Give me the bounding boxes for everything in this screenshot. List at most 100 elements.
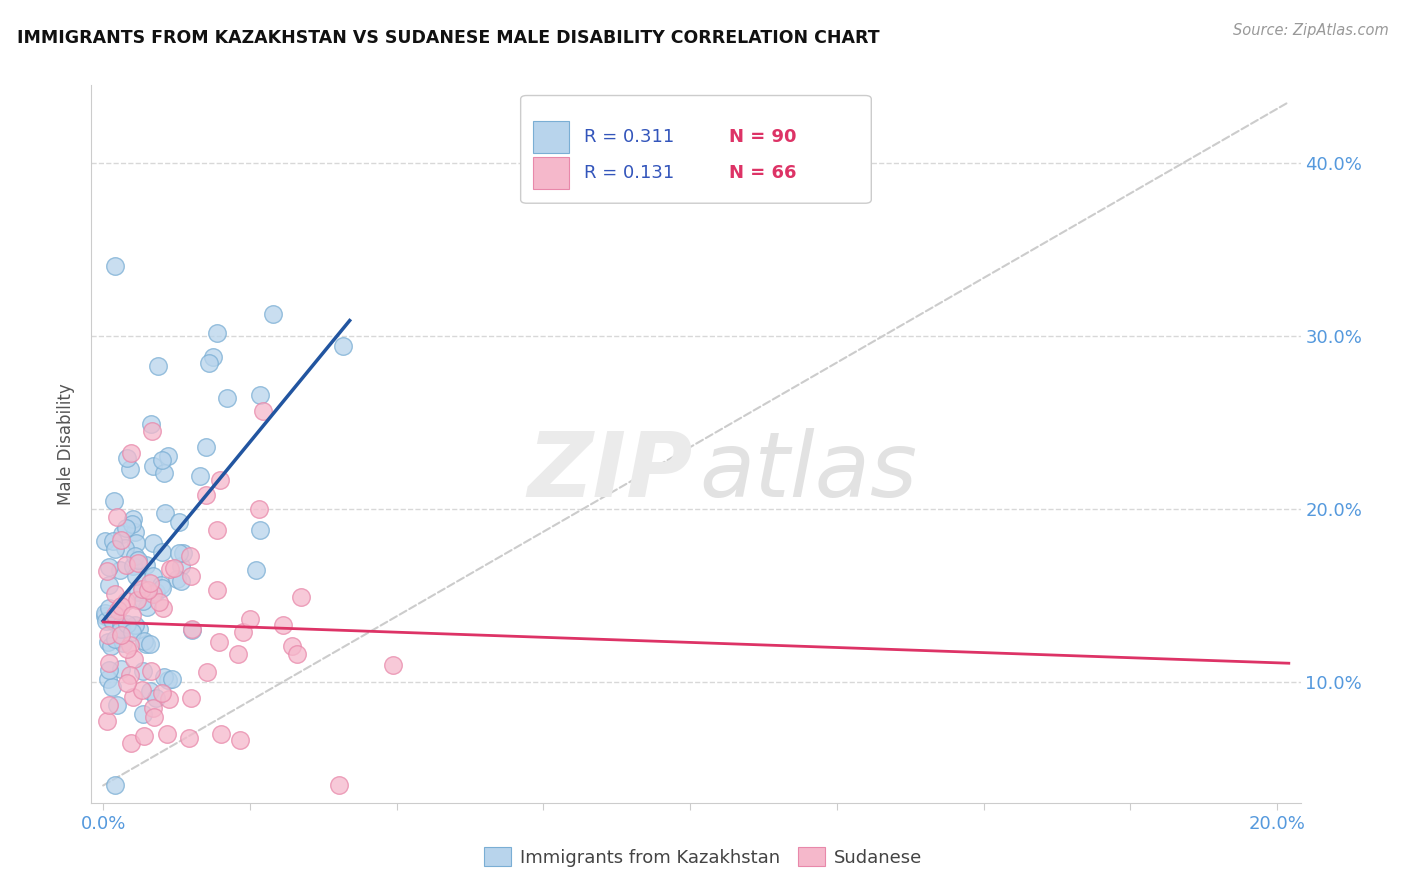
Point (98, 578, 121, 592)
Text: IMMIGRANTS FROM KAZAKHSTAN VS SUDANESE MALE DISABILITY CORRELATION CHART: IMMIGRANTS FROM KAZAKHSTAN VS SUDANESE M… (17, 29, 880, 46)
Point (180, 623, 202, 637)
Point (121, 517, 143, 532)
Point (290, 590, 312, 604)
Point (142, 568, 165, 582)
Point (124, 549, 146, 564)
Point (104, 779, 127, 793)
Point (139, 684, 162, 698)
Point (328, 779, 350, 793)
Point (104, 542, 127, 557)
Point (94, 608, 117, 623)
Point (180, 690, 202, 705)
Point (139, 664, 162, 678)
Point (120, 446, 142, 460)
Point (104, 587, 127, 601)
Point (142, 536, 165, 550)
Point (179, 568, 201, 582)
Point (121, 558, 143, 573)
Point (115, 676, 138, 690)
Point (98, 559, 121, 574)
Point (110, 618, 132, 632)
Point (134, 634, 156, 648)
Point (159, 562, 181, 576)
Point (94, 606, 117, 620)
Point (195, 440, 218, 454)
Point (208, 473, 231, 487)
Point (239, 611, 262, 625)
Point (188, 469, 211, 483)
Point (195, 665, 218, 679)
Point (121, 512, 143, 526)
Point (142, 700, 165, 714)
Point (232, 624, 254, 639)
Point (125, 568, 148, 582)
Point (94, 534, 117, 549)
Point (96, 565, 118, 579)
Point (228, 733, 250, 747)
Point (115, 450, 138, 465)
Point (115, 594, 138, 608)
Point (134, 730, 156, 744)
Point (107, 603, 129, 617)
Point (124, 652, 146, 666)
Text: Source: ZipAtlas.com: Source: ZipAtlas.com (1233, 23, 1389, 38)
Point (120, 736, 142, 750)
Point (247, 502, 270, 516)
Point (125, 536, 148, 550)
Point (98, 663, 121, 677)
Point (98, 657, 121, 671)
Point (101, 611, 124, 625)
Point (207, 524, 229, 538)
Point (96, 628, 118, 642)
Point (249, 387, 271, 401)
Text: R = 0.311: R = 0.311 (583, 128, 673, 146)
Point (121, 607, 143, 622)
Point (110, 621, 132, 635)
Point (101, 613, 124, 627)
Point (110, 599, 132, 613)
Point (127, 584, 149, 599)
Point (152, 601, 174, 615)
Point (111, 527, 134, 541)
Point (105, 509, 128, 524)
Point (96, 714, 118, 728)
Point (177, 731, 200, 745)
Point (120, 462, 142, 476)
Text: ZIP: ZIP (527, 428, 692, 516)
Point (205, 582, 228, 597)
Bar (533, 157, 569, 189)
Point (104, 260, 127, 274)
Point (170, 559, 193, 574)
Point (262, 306, 284, 320)
Point (127, 556, 149, 570)
Point (97, 672, 120, 686)
Point (166, 572, 188, 586)
Bar (533, 121, 569, 153)
Point (118, 667, 141, 681)
Point (167, 515, 190, 529)
Point (115, 558, 138, 572)
Point (125, 593, 148, 607)
Point (153, 466, 176, 480)
Legend: Immigrants from Kazakhstan, Sudanese: Immigrants from Kazakhstan, Sudanese (477, 840, 929, 874)
Text: N = 66: N = 66 (728, 164, 796, 182)
Point (152, 670, 174, 684)
Point (153, 506, 176, 520)
Point (179, 549, 201, 563)
Text: N = 90: N = 90 (728, 128, 796, 146)
Point (110, 628, 132, 642)
Point (209, 727, 232, 741)
Point (124, 524, 146, 539)
Point (101, 534, 124, 549)
Point (226, 647, 249, 661)
Point (138, 583, 160, 598)
Point (100, 681, 122, 695)
Point (202, 350, 225, 364)
Point (156, 449, 179, 463)
Point (195, 488, 218, 502)
Point (115, 616, 138, 631)
Point (150, 581, 173, 595)
Point (139, 637, 162, 651)
Y-axis label: Male Disability: Male Disability (58, 383, 76, 505)
Point (198, 356, 221, 370)
